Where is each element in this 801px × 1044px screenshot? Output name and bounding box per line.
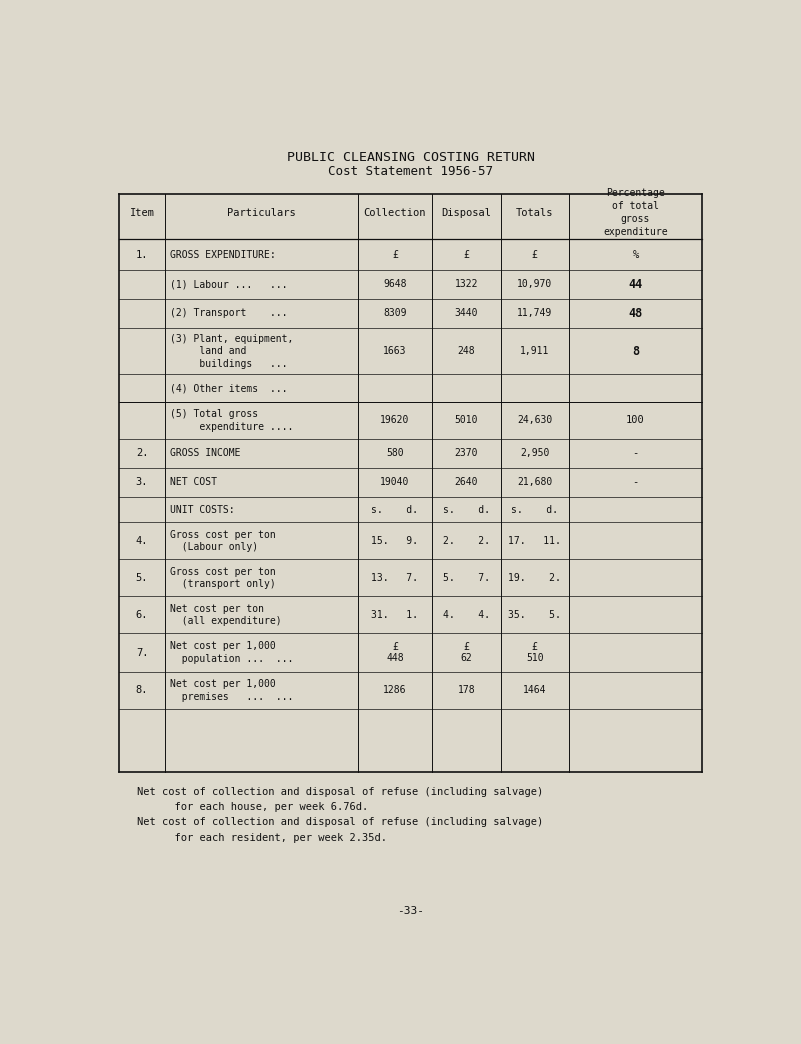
Text: 1.: 1. [136,250,148,260]
Text: 9648: 9648 [383,280,407,289]
Text: 17.   11.: 17. 11. [508,536,562,546]
Text: Particulars: Particulars [227,208,296,217]
Text: -: - [633,448,638,458]
Text: £
62: £ 62 [461,642,473,663]
Text: (2) Transport    ...: (2) Transport ... [171,308,288,318]
Text: s.    d.: s. d. [511,504,558,515]
Text: s.    d.: s. d. [372,504,418,515]
Text: 3440: 3440 [455,308,478,318]
Text: 2370: 2370 [455,448,478,458]
Text: 19040: 19040 [380,477,409,488]
Text: for each resident, per week 2.35d.: for each resident, per week 2.35d. [138,833,388,843]
Text: 5.    7.: 5. 7. [443,573,490,583]
Text: NET COST: NET COST [171,477,217,488]
Text: 7.: 7. [136,647,148,658]
Text: Gross cost per ton
  (Labour only): Gross cost per ton (Labour only) [171,529,276,552]
Text: 19620: 19620 [380,416,409,425]
Text: 35.    5.: 35. 5. [508,610,562,620]
Text: 248: 248 [457,347,475,356]
Text: Disposal: Disposal [441,208,491,217]
Text: 2.: 2. [136,448,148,458]
Text: 1,911: 1,911 [520,347,549,356]
Text: 1286: 1286 [383,686,407,695]
Text: 1464: 1464 [523,686,546,695]
Text: Gross cost per ton
  (transport only): Gross cost per ton (transport only) [171,567,276,589]
Text: 48: 48 [629,307,642,319]
Text: 44: 44 [629,278,642,291]
Text: -33-: -33- [397,906,424,917]
Text: 24,630: 24,630 [517,416,553,425]
Text: 4.    4.: 4. 4. [443,610,490,620]
Text: £: £ [392,250,398,260]
Text: s.    d.: s. d. [443,504,490,515]
Text: £
448: £ 448 [386,642,404,663]
Text: Net cost of collection and disposal of refuse (including salvage): Net cost of collection and disposal of r… [138,817,544,828]
Text: UNIT COSTS:: UNIT COSTS: [171,504,235,515]
Text: £: £ [532,250,537,260]
Text: Cost Statement 1956-57: Cost Statement 1956-57 [328,166,493,179]
Text: 10,970: 10,970 [517,280,553,289]
Text: 13.   7.: 13. 7. [372,573,418,583]
Text: 21,680: 21,680 [517,477,553,488]
Text: 8309: 8309 [383,308,407,318]
Text: Net cost of collection and disposal of refuse (including salvage): Net cost of collection and disposal of r… [138,787,544,797]
Text: 3.: 3. [136,477,148,488]
Text: Item: Item [130,208,155,217]
Text: 4.: 4. [136,536,148,546]
Text: 580: 580 [386,448,404,458]
Text: 8: 8 [632,345,639,358]
Text: 1663: 1663 [383,347,407,356]
Text: 1322: 1322 [455,280,478,289]
Text: PUBLIC CLEANSING COSTING RETURN: PUBLIC CLEANSING COSTING RETURN [287,151,534,164]
Text: 5.: 5. [136,573,148,583]
Text: Net cost per ton
  (all expenditure): Net cost per ton (all expenditure) [171,603,282,626]
Text: Net cost per 1,000
  premises   ...  ...: Net cost per 1,000 premises ... ... [171,680,294,702]
Text: 2.    2.: 2. 2. [443,536,490,546]
Text: %: % [633,250,638,260]
Text: GROSS INCOME: GROSS INCOME [171,448,241,458]
Text: 31.   1.: 31. 1. [372,610,418,620]
Text: £: £ [464,250,469,260]
Text: (5) Total gross
     expenditure ....: (5) Total gross expenditure .... [171,409,294,431]
Text: 2640: 2640 [455,477,478,488]
Text: Collection: Collection [364,208,426,217]
Text: (3) Plant, equipment,
     land and
     buildings   ...: (3) Plant, equipment, land and buildings… [171,334,294,369]
Text: 11,749: 11,749 [517,308,553,318]
Text: Net cost per 1,000
  population ...  ...: Net cost per 1,000 population ... ... [171,641,294,664]
Text: Totals: Totals [516,208,553,217]
Text: 5010: 5010 [455,416,478,425]
Text: £
510: £ 510 [525,642,544,663]
Text: Percentage
of total
gross
expenditure: Percentage of total gross expenditure [603,188,668,237]
Text: (4) Other items  ...: (4) Other items ... [171,383,288,394]
Text: GROSS EXPENDITURE:: GROSS EXPENDITURE: [171,250,276,260]
Text: (1) Labour ...   ...: (1) Labour ... ... [171,280,288,289]
Text: 178: 178 [457,686,475,695]
Text: 19.    2.: 19. 2. [508,573,562,583]
Text: 6.: 6. [136,610,148,620]
Text: 2,950: 2,950 [520,448,549,458]
Text: 100: 100 [626,416,645,425]
Text: for each house, per week 6.76d.: for each house, per week 6.76d. [138,802,368,812]
Text: 15.   9.: 15. 9. [372,536,418,546]
Text: -: - [633,477,638,488]
Text: 8.: 8. [136,686,148,695]
